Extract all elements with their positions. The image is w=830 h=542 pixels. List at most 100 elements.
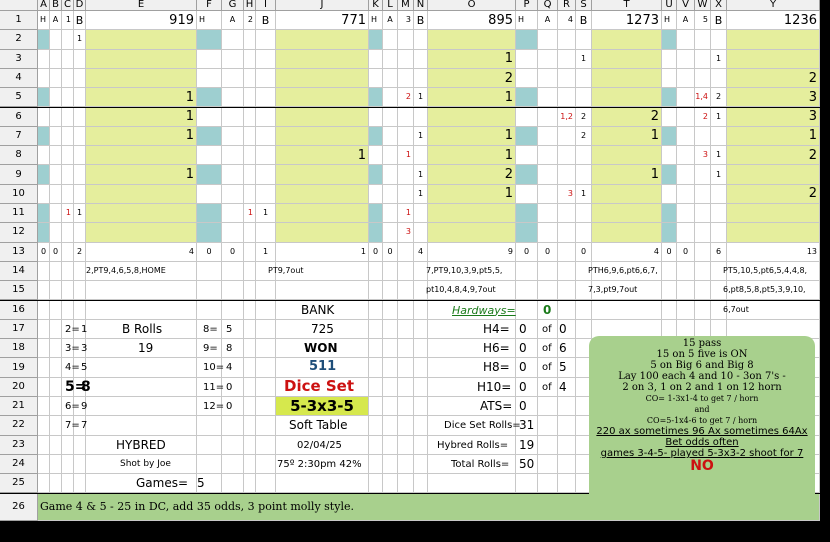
row-header-25[interactable]: 25 [0, 474, 38, 494]
row-header-16[interactable]: 16 [0, 300, 38, 320]
cell-k15[interactable] [369, 281, 383, 301]
cell-c8[interactable] [62, 146, 74, 166]
cell-i7[interactable] [256, 126, 276, 147]
cell-l25[interactable] [383, 474, 398, 494]
cell-m14[interactable] [398, 261, 414, 282]
cell-r12[interactable] [558, 223, 576, 243]
cell-q9[interactable] [538, 165, 558, 185]
cell-j14[interactable] [276, 261, 369, 282]
cell-c22[interactable] [62, 416, 74, 436]
cell-x4[interactable] [711, 68, 727, 89]
cell-j18[interactable] [276, 339, 369, 359]
cell-n17[interactable] [414, 319, 428, 340]
cell-x9[interactable]: 1 [711, 165, 727, 185]
column-header-g[interactable]: G [222, 0, 244, 11]
cell-s11[interactable] [576, 204, 592, 224]
column-header-j[interactable]: J [276, 0, 369, 11]
row-header-23[interactable]: 23 [0, 435, 38, 455]
cell-n16[interactable] [414, 300, 428, 320]
cell-p25[interactable] [516, 474, 538, 494]
cell-s9[interactable] [576, 165, 592, 185]
cell-j11[interactable] [276, 204, 369, 224]
column-header-p[interactable]: P [516, 0, 538, 11]
cell-i3[interactable] [256, 49, 276, 69]
cell-e17[interactable] [86, 319, 197, 340]
row-header-17[interactable]: 17 [0, 319, 38, 340]
dice-set-value-cell[interactable]: 5-3x3-5 [276, 397, 369, 417]
cell-j10[interactable] [276, 184, 369, 204]
cell-b8[interactable] [50, 146, 62, 166]
cell-b18[interactable] [50, 339, 62, 359]
cell-e13[interactable]: 4 [86, 242, 197, 262]
cell-b2[interactable] [50, 30, 62, 50]
cell-k22[interactable] [369, 416, 383, 436]
cell-l9[interactable] [383, 165, 398, 185]
cell-o9[interactable]: 2 [428, 165, 516, 185]
cell-d2[interactable]: 1 [74, 30, 86, 50]
cell-k21[interactable] [369, 397, 383, 417]
cell-w15[interactable] [695, 281, 711, 301]
cell-f23[interactable] [197, 435, 222, 455]
cell-g19[interactable] [222, 358, 244, 378]
cell-j8[interactable]: 1 [276, 146, 369, 166]
cell-g8[interactable] [222, 146, 244, 166]
cell-y9[interactable] [727, 165, 820, 185]
cell-x5[interactable]: 2 [711, 88, 727, 108]
cell-o2[interactable] [428, 30, 516, 50]
cell-h20[interactable] [244, 377, 256, 397]
cell-v9[interactable] [677, 165, 695, 185]
cell-n21[interactable] [414, 397, 428, 417]
cell-e21[interactable] [86, 397, 197, 417]
cell-d25[interactable] [74, 474, 86, 494]
cell-j5[interactable] [276, 88, 369, 108]
row-header-22[interactable]: 22 [0, 416, 38, 436]
cell-d24[interactable] [74, 454, 86, 475]
cell-j6[interactable] [276, 107, 369, 127]
cell-x1[interactable]: B [711, 11, 727, 31]
cell-w6[interactable]: 2 [695, 107, 711, 127]
cell-q8[interactable] [538, 146, 558, 166]
column-header-y[interactable]: Y [727, 0, 820, 11]
cell-p19[interactable] [516, 358, 538, 378]
cell-m13[interactable] [398, 242, 414, 262]
cell-c9[interactable] [62, 165, 74, 185]
cell-b21[interactable] [50, 397, 62, 417]
cell-h21[interactable] [244, 397, 256, 417]
row-header-9[interactable]: 9 [0, 165, 38, 185]
cell-c23[interactable] [62, 435, 74, 455]
cell-c10[interactable] [62, 184, 74, 204]
cell-c5[interactable] [62, 88, 74, 108]
cell-m25[interactable] [398, 474, 414, 494]
cell-i13[interactable]: 1 [256, 242, 276, 262]
cell-p23[interactable] [516, 435, 538, 455]
cell-y10[interactable]: 2 [727, 184, 820, 204]
cell-x10[interactable] [711, 184, 727, 204]
column-header-l[interactable]: L [383, 0, 398, 11]
column-header-i[interactable]: I [256, 0, 276, 11]
cell-d13[interactable]: 2 [74, 242, 86, 262]
cell-l22[interactable] [383, 416, 398, 436]
cell-m4[interactable] [398, 68, 414, 89]
cell-b25[interactable] [50, 474, 62, 494]
cell-n25[interactable] [414, 474, 428, 494]
cell-g24[interactable] [222, 454, 244, 475]
cell-d3[interactable] [74, 49, 86, 69]
cell-r6[interactable]: 1,2 [558, 107, 576, 127]
cell-h2[interactable] [244, 30, 256, 50]
cell-p2[interactable] [516, 30, 538, 50]
cell-x3[interactable]: 1 [711, 49, 727, 69]
cell-g13[interactable]: 0 [222, 242, 244, 262]
cell-n8[interactable] [414, 146, 428, 166]
cell-f15[interactable] [197, 281, 222, 301]
cell-d21[interactable] [74, 397, 86, 417]
cell-c13[interactable] [62, 242, 74, 262]
cell-r9[interactable] [558, 165, 576, 185]
column-header-a[interactable]: A [38, 0, 50, 11]
cell-q19[interactable] [538, 358, 558, 378]
cell-y13[interactable]: 13 [727, 242, 820, 262]
cell-a4[interactable] [38, 68, 50, 89]
cell-q11[interactable] [538, 204, 558, 224]
cell-d22[interactable] [74, 416, 86, 436]
column-header-o[interactable]: O [428, 0, 516, 11]
cell-c11[interactable]: 1 [62, 204, 74, 224]
